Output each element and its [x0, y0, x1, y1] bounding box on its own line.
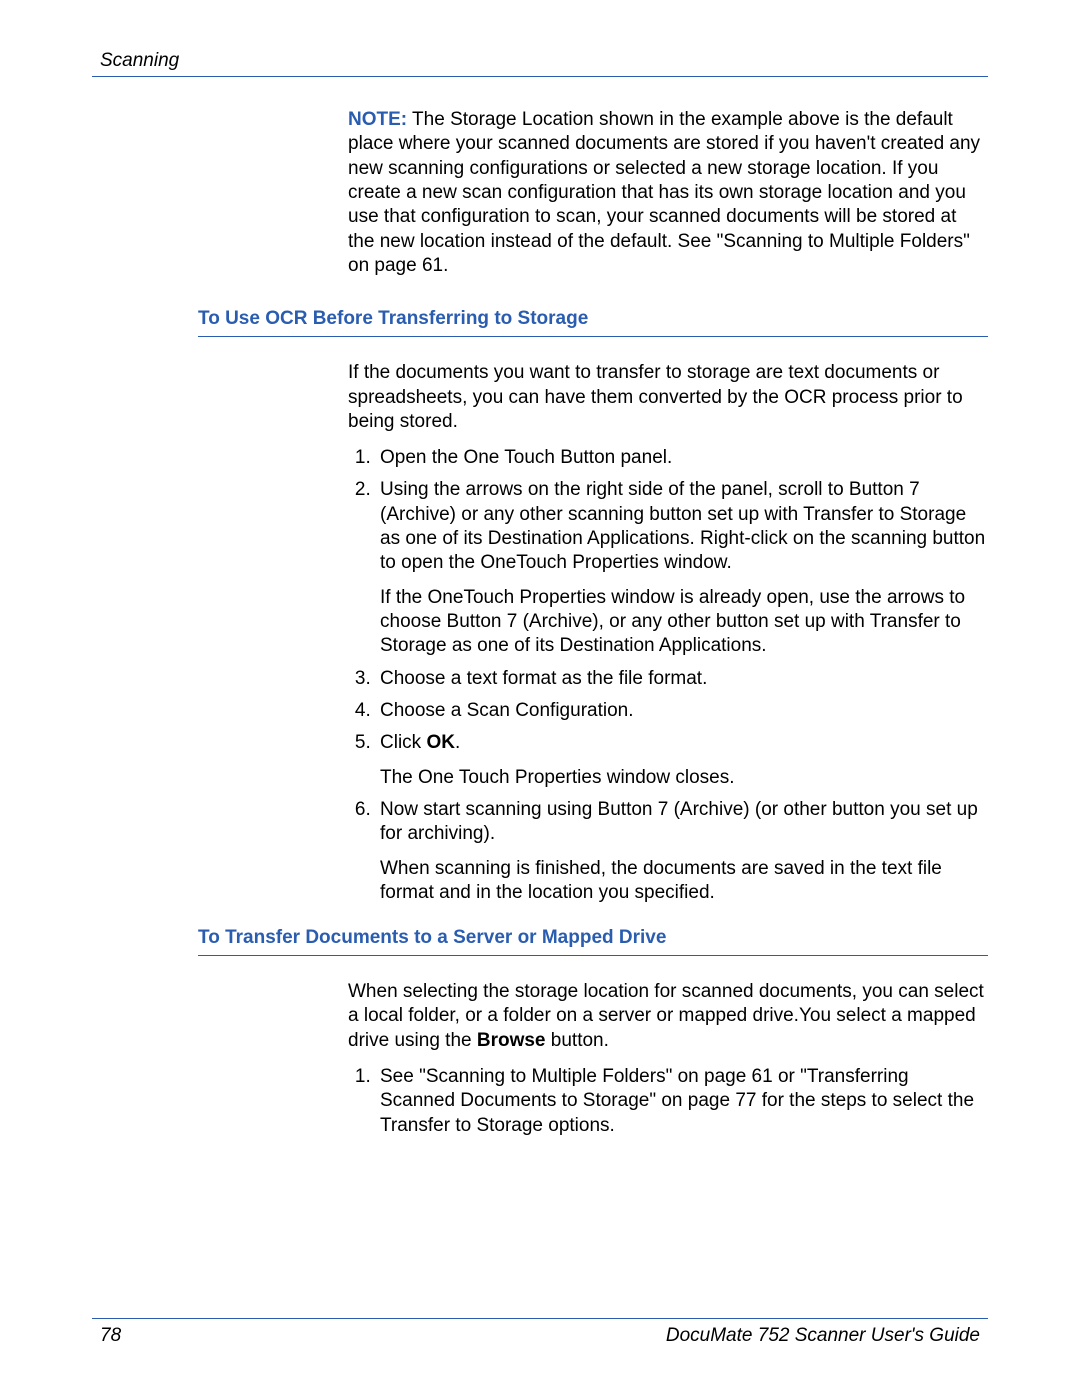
section1-intro: If the documents you want to transfer to… — [348, 361, 988, 434]
footer-page-number: 78 — [100, 1325, 121, 1347]
document-page: Scanning NOTE: The Storage Location show… — [0, 0, 1080, 1397]
step-subtext: When scanning is finished, the documents… — [380, 857, 988, 906]
note-paragraph: NOTE: The Storage Location shown in the … — [348, 108, 988, 278]
list-item: Open the One Touch Button panel. — [376, 446, 988, 470]
list-item: Using the arrows on the right side of th… — [376, 478, 988, 658]
step-text: See "Scanning to Multiple Folders" on pa… — [380, 1066, 974, 1136]
page-content: NOTE: The Storage Location shown in the … — [198, 108, 988, 1160]
page-header: Scanning — [92, 50, 988, 77]
intro-post: button. — [546, 1030, 609, 1051]
list-item: See "Scanning to Multiple Folders" on pa… — [376, 1065, 988, 1138]
step-text: Choose a text format as the file format. — [380, 668, 707, 689]
page-footer: 78 DocuMate 752 Scanner User's Guide — [92, 1318, 988, 1347]
list-item: Now start scanning using Button 7 (Archi… — [376, 798, 988, 905]
step-subtext: If the OneTouch Properties window is alr… — [380, 586, 988, 659]
step-text-bold: OK — [426, 732, 455, 753]
section2-intro: When selecting the storage location for … — [348, 980, 988, 1053]
section-heading-server: To Transfer Documents to a Server or Map… — [198, 927, 988, 956]
step-text: Choose a Scan Configuration. — [380, 700, 634, 721]
section1-steps: Open the One Touch Button panel. Using t… — [348, 446, 988, 905]
step-text: Open the One Touch Button panel. — [380, 447, 672, 468]
step-text-post: . — [455, 732, 460, 753]
step-text: Using the arrows on the right side of th… — [380, 479, 985, 573]
list-item: Click OK. The One Touch Properties windo… — [376, 731, 988, 790]
footer-guide-title: DocuMate 752 Scanner User's Guide — [666, 1325, 980, 1347]
list-item: Choose a Scan Configuration. — [376, 699, 988, 723]
section-heading-ocr: To Use OCR Before Transferring to Storag… — [198, 308, 988, 337]
note-label: NOTE: — [348, 109, 407, 130]
section2-steps: See "Scanning to Multiple Folders" on pa… — [348, 1065, 988, 1138]
intro-bold: Browse — [477, 1030, 546, 1051]
intro-pre: When selecting the storage location for … — [348, 981, 984, 1051]
header-section-title: Scanning — [100, 50, 179, 72]
step-subtext: The One Touch Properties window closes. — [380, 766, 988, 790]
step-text-pre: Click — [380, 732, 426, 753]
step-text: Now start scanning using Button 7 (Archi… — [380, 799, 978, 844]
note-text: The Storage Location shown in the exampl… — [348, 109, 980, 276]
list-item: Choose a text format as the file format. — [376, 667, 988, 691]
